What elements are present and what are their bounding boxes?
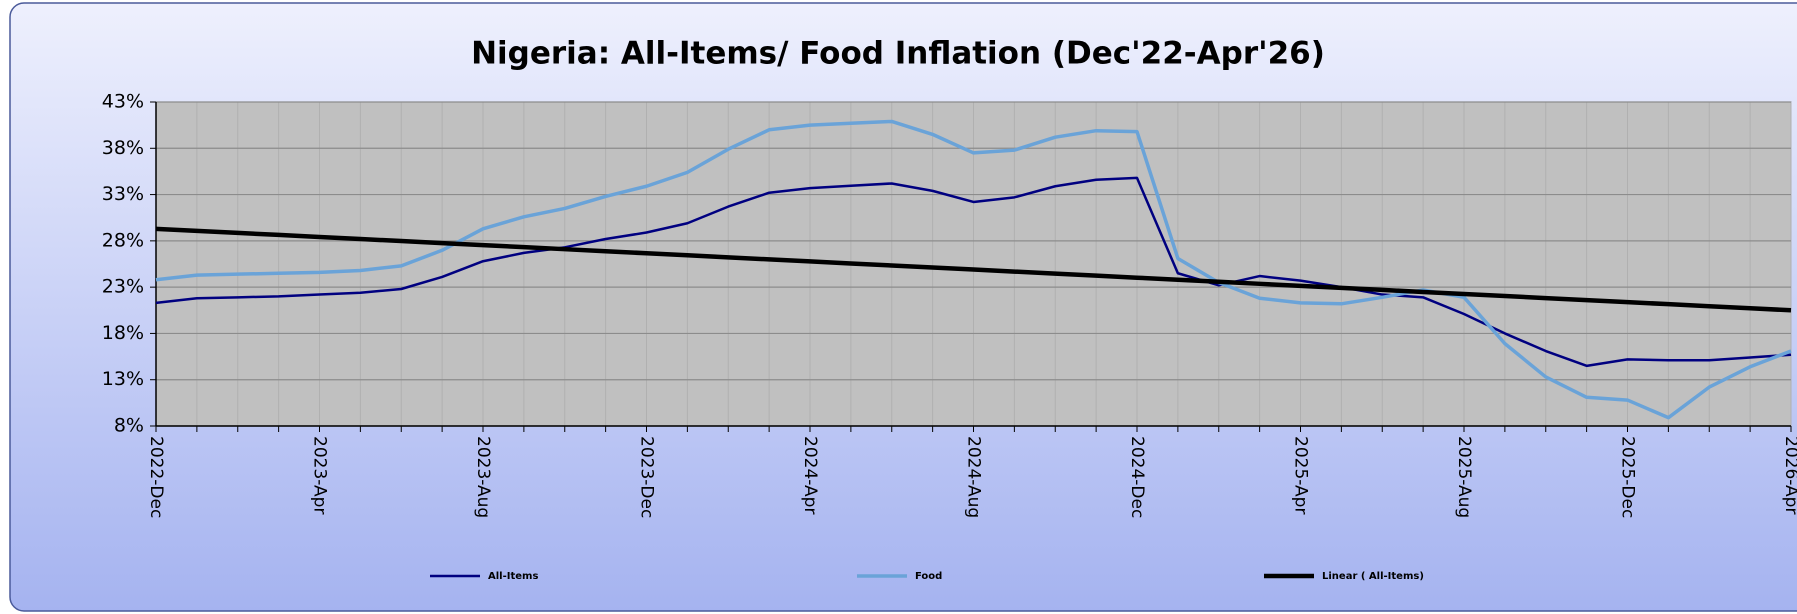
legend-label: Food <box>915 571 942 582</box>
y-tick-label: 13% <box>102 368 144 390</box>
x-tick-label: 2023-Apr <box>310 436 330 514</box>
x-tick-label: 2026-Apr <box>1781 436 1797 514</box>
line-series <box>155 176 1792 368</box>
y-tick-label: 18% <box>102 322 144 344</box>
line-series <box>155 119 1792 420</box>
x-tick-label: 2025-Aug <box>1454 436 1474 518</box>
legend-label: Linear ( All-Items) <box>1322 571 1424 582</box>
y-tick-label: 23% <box>102 276 144 298</box>
chart-title: Nigeria: All-Items/ Food Inflation (Dec'… <box>471 36 1325 72</box>
x-tick-label: 2025-Apr <box>1291 436 1311 514</box>
y-tick-label: 43% <box>102 91 144 113</box>
x-tick-label: 2023-Aug <box>473 436 493 518</box>
x-tick-label: 2024-Aug <box>964 436 984 518</box>
x-tick-label: 2025-Dec <box>1618 436 1638 518</box>
y-tick-label: 8% <box>114 415 144 437</box>
x-tick-label: 2024-Apr <box>800 436 820 514</box>
x-tick-label: 2022-Dec <box>146 436 166 518</box>
line-series <box>155 226 1792 313</box>
y-tick-label: 28% <box>102 229 144 251</box>
y-tick-label: 38% <box>102 137 144 159</box>
x-tick-label: 2024-Dec <box>1127 436 1147 518</box>
x-tick-label: 2023-Dec <box>637 436 657 518</box>
y-tick-label: 33% <box>102 183 144 205</box>
legend-label: All-Items <box>488 571 538 582</box>
